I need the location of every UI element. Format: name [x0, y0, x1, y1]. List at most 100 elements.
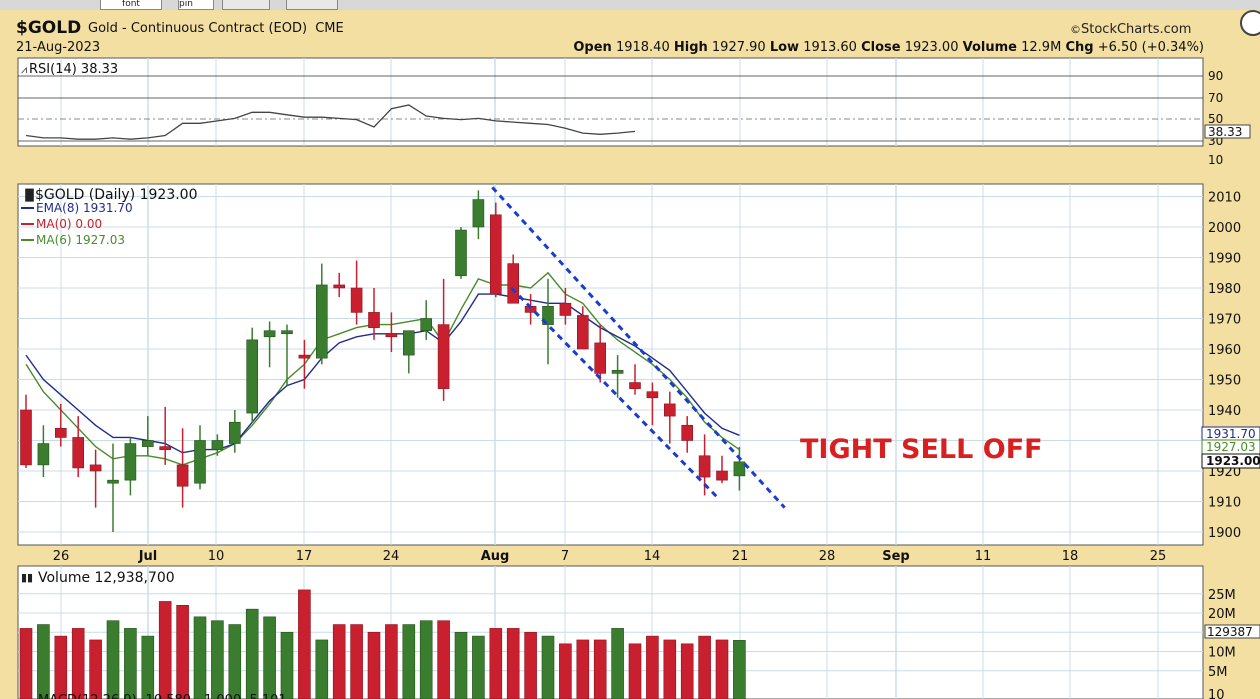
candle — [733, 446, 746, 491]
candle-body — [350, 287, 363, 313]
vol-last-value: 129387 — [1207, 625, 1253, 639]
candle — [437, 278, 450, 401]
volume-bar — [541, 635, 555, 699]
candle — [333, 272, 346, 298]
candle — [629, 364, 641, 395]
candle — [20, 394, 32, 468]
candle-body — [576, 315, 589, 350]
candle-body — [333, 284, 346, 289]
candle-body — [211, 440, 224, 450]
annotation-text: TIGHT SELL OFF — [800, 434, 1043, 465]
volume-bar — [89, 639, 102, 699]
top-toolbar-strip: font pin — [0, 0, 1260, 10]
chg-value: +6.50 (+0.34%) — [1097, 40, 1204, 55]
candle — [455, 227, 467, 279]
brand-text: StockCharts.com — [1081, 22, 1192, 37]
high-label: High — [673, 40, 708, 55]
candle-body — [733, 461, 746, 477]
candle-body — [698, 455, 711, 478]
candle — [402, 330, 415, 374]
candle — [542, 278, 554, 365]
pin-tab[interactable]: pin — [178, 0, 214, 10]
volume-bar — [680, 643, 694, 699]
volume-bar — [350, 624, 363, 699]
candle-body — [507, 263, 520, 304]
price-tick-label: 1920 — [1208, 465, 1241, 480]
price-tick-label: 1990 — [1208, 252, 1241, 267]
candle — [176, 428, 189, 508]
candle-body — [472, 199, 485, 228]
volume-label: Volume — [962, 40, 1017, 55]
corner-button[interactable] — [1240, 10, 1260, 36]
volume-bar — [71, 628, 85, 699]
x-tick-label: 26 — [53, 549, 70, 564]
rsi-last-value: 38.33 — [1208, 125, 1242, 139]
volume-bar — [54, 635, 68, 699]
price-tick-label: 1950 — [1208, 374, 1241, 389]
candle — [89, 449, 102, 508]
low-label: Low — [769, 40, 800, 55]
candle-body — [402, 330, 415, 356]
price-tick-label: 1940 — [1208, 404, 1241, 419]
candle — [489, 202, 502, 298]
candle-body — [542, 305, 554, 325]
candle — [72, 416, 84, 478]
legend-entry: MA(6) 1927.03 — [36, 233, 125, 247]
instrument-name: Gold - Continuous Contract (EOD) CME — [88, 21, 344, 36]
volume-bar — [193, 616, 207, 699]
volume-bar — [663, 639, 677, 699]
candle — [507, 254, 520, 304]
font-tab[interactable]: font — [100, 0, 162, 10]
candle-body — [420, 318, 433, 331]
candle-body — [159, 446, 171, 450]
price-tick-label: 2010 — [1208, 191, 1241, 206]
candle-body — [176, 464, 189, 487]
candle — [142, 416, 154, 456]
volume-bar — [454, 631, 468, 699]
volume-bar — [646, 635, 659, 699]
x-tick-label: 25 — [1150, 549, 1167, 564]
candle — [263, 321, 276, 368]
volume-bar — [524, 631, 537, 699]
candle — [611, 355, 624, 398]
candle — [420, 300, 433, 340]
candle-body — [298, 354, 311, 359]
candle — [315, 263, 328, 365]
price-right-label: 1927.03 — [1206, 440, 1256, 454]
volume-value: 12.9M — [1021, 40, 1062, 55]
vol-tick-label: 25M — [1208, 588, 1236, 603]
x-tick-label: Jul — [138, 549, 158, 564]
rsi-tick-label: 70 — [1208, 91, 1223, 105]
ma6-line — [25, 271, 740, 466]
candle-body — [107, 479, 119, 484]
volume-bar — [106, 620, 120, 699]
candle — [298, 339, 311, 389]
instrument-name-text: Gold - Continuous Contract (EOD) — [88, 21, 308, 36]
volume-bar — [19, 628, 33, 699]
volume-bar — [593, 639, 607, 699]
rsi-tick-label: 50 — [1208, 112, 1223, 126]
volume-bar — [211, 620, 224, 699]
candle-body — [629, 382, 641, 389]
candle-body — [142, 440, 154, 447]
candle-body — [594, 342, 607, 374]
candle-body — [455, 229, 467, 277]
x-tick-label: 21 — [732, 549, 749, 564]
candle — [559, 288, 572, 325]
vol-tick-label: 10 — [1208, 688, 1225, 699]
volume-bar — [611, 628, 624, 699]
vol-tick-label: 20M — [1208, 607, 1236, 622]
volume-bar — [37, 624, 50, 699]
toolbar-button-b[interactable] — [286, 0, 338, 10]
candle — [594, 324, 607, 383]
vol-tick-label: 5M — [1208, 665, 1228, 680]
x-tick-label: 7 — [561, 549, 569, 564]
x-tick-label: 14 — [644, 549, 661, 564]
volume-bar — [315, 639, 329, 699]
symbol-label: $GOLD — [16, 18, 82, 38]
x-tick-label: 18 — [1062, 549, 1079, 564]
volume-icon: ▮▮ — [21, 571, 33, 584]
toolbar-button-a[interactable] — [222, 0, 270, 10]
volume-bar — [245, 608, 259, 699]
